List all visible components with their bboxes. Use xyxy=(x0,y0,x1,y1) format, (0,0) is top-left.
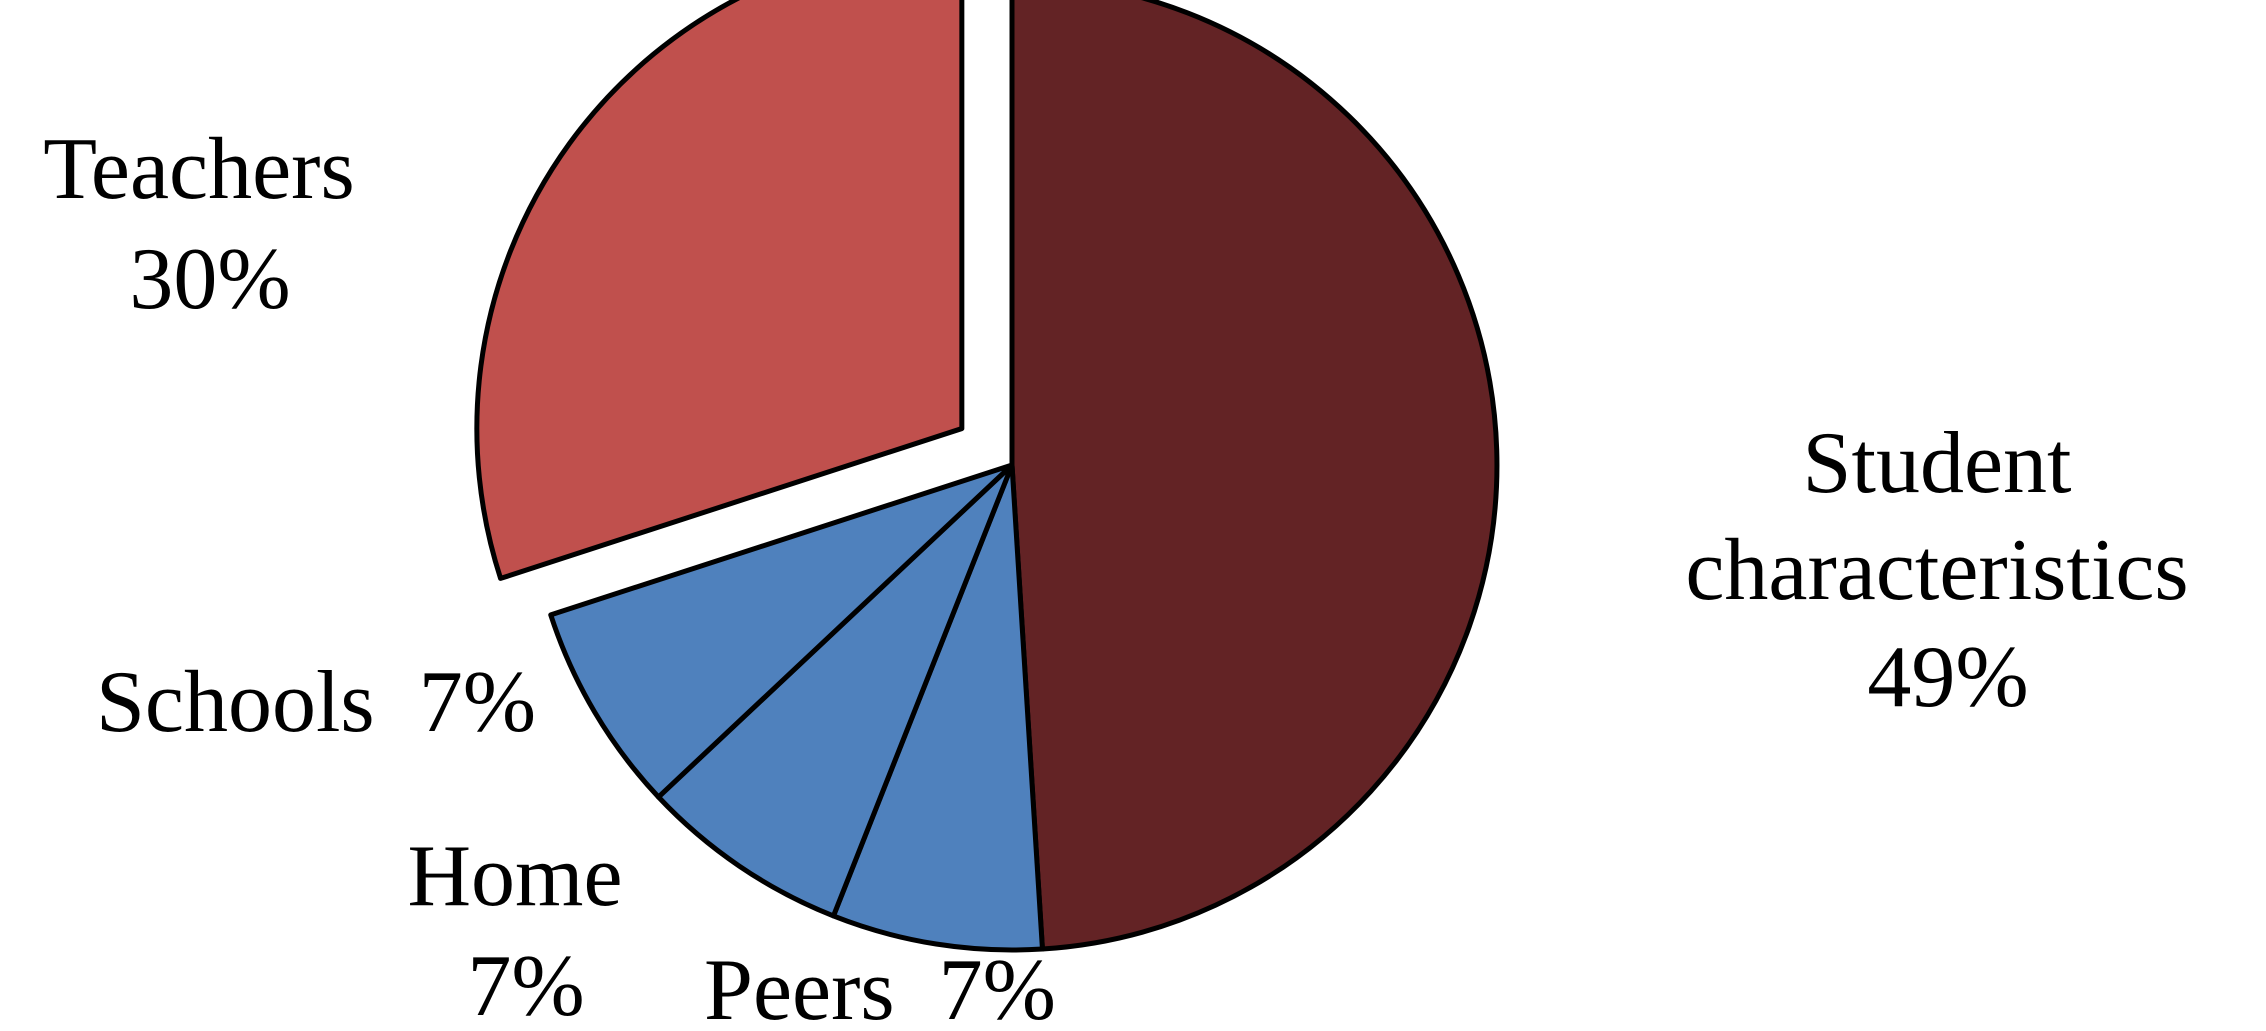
pie-slice-peers xyxy=(830,462,1045,953)
label-home-value: 7% xyxy=(467,938,584,1031)
label-schools-name: Schools xyxy=(96,654,375,751)
slice-label-schools: Schools 7% xyxy=(96,654,536,751)
label-student-word2: characteristics xyxy=(1685,522,2188,619)
label-peers-value: 7% xyxy=(939,942,1056,1031)
slice-label-peers: Peers 7% xyxy=(704,942,1056,1031)
slice-label-student-characteristics: Student characteristics 49% xyxy=(1685,415,2210,726)
label-peers-name: Peers xyxy=(704,942,895,1031)
slice-label-home: Home 7% xyxy=(407,828,644,1031)
slice-label-teachers: Teachers 30% xyxy=(43,121,376,328)
label-teachers-value: 30% xyxy=(129,231,290,328)
pie-slice-schools xyxy=(548,462,1015,800)
pie-slice-student-characteristics xyxy=(1009,0,1500,952)
pie-slice-teachers xyxy=(474,0,965,581)
label-student-value: 49% xyxy=(1867,629,2028,726)
pie-slice-home xyxy=(655,462,1015,919)
pie-slices xyxy=(474,0,1500,953)
label-student-word1: Student xyxy=(1803,415,2072,512)
label-teachers-name: Teachers xyxy=(43,121,354,218)
label-schools-value: 7% xyxy=(419,654,536,751)
chart-labels: Student characteristics 49% Teachers 30%… xyxy=(43,121,2210,1031)
label-home-name: Home xyxy=(407,828,622,925)
